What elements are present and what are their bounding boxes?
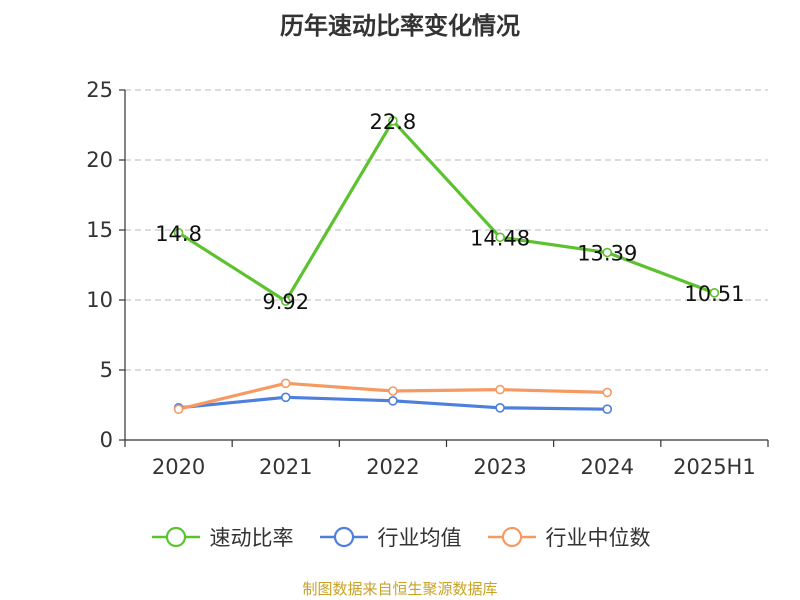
- x-tick-label: 2022: [366, 455, 419, 479]
- legend-item[interactable]: 速动比率: [150, 522, 294, 552]
- x-tick-label: 2020: [152, 455, 205, 479]
- legend-line-marker-icon: [319, 526, 368, 548]
- y-tick-label: 5: [100, 358, 113, 382]
- data-point: [280, 296, 291, 306]
- data-point: [173, 228, 184, 238]
- series-line-0: [177, 119, 715, 303]
- x-tick-label: 2021: [259, 455, 312, 479]
- y-tick-label: 25: [86, 78, 113, 102]
- data-point: [495, 232, 505, 243]
- data-point: [602, 387, 613, 398]
- x-tick-label: 2023: [473, 455, 526, 479]
- legend-label: 行业均值: [377, 526, 462, 550]
- data-point: [495, 384, 505, 395]
- legend-line-marker-icon: [151, 526, 200, 548]
- x-tick-label: 2025H1: [673, 455, 756, 479]
- data-label: 13.39: [577, 242, 637, 266]
- legend-item[interactable]: 行业中位数: [486, 522, 651, 552]
- legend-marker: [165, 526, 186, 548]
- legend: 速动比率 行业均值 行业中位数: [0, 520, 800, 554]
- legend-label: 行业中位数: [545, 526, 651, 550]
- data-point: [388, 116, 398, 126]
- data-label: 22.8: [370, 110, 417, 134]
- axes: 0 5 10 15 20 25 2020 2021 2022 2023 2024 2025H1: [86, 78, 769, 479]
- line-chart: 0 5 10 15 20 25 2020 2021 2022 2023 2024 2025H1 14.…: [86, 78, 769, 479]
- data-label: 9.92: [262, 290, 309, 314]
- data-label: 14.8: [155, 222, 202, 246]
- legend-marker: [501, 526, 522, 548]
- series-lines: [173, 116, 720, 415]
- data-label: 10.51: [684, 282, 744, 306]
- legend-marker: [333, 526, 354, 548]
- data-point: [173, 404, 184, 415]
- y-tick-label: 20: [86, 148, 113, 172]
- data-point: [280, 378, 291, 389]
- data-point: [602, 404, 613, 415]
- data-point: [602, 247, 613, 258]
- data-label: 14.48: [470, 226, 530, 250]
- y-tick-label: 10: [86, 288, 113, 312]
- y-tick-label: 15: [86, 218, 113, 242]
- data-point: [388, 386, 398, 396]
- x-tick-label: 2024: [581, 455, 634, 479]
- legend-item[interactable]: 行业均值: [318, 522, 462, 552]
- data-point: [388, 395, 398, 406]
- legend-label: 速动比率: [209, 526, 294, 550]
- data-labels: 14.8 9.92 22.8 14.48 13.39 10.51: [155, 110, 744, 314]
- source-note: 制图数据来自恒生聚源数据库: [302, 580, 498, 598]
- chart-title: 历年速动比率变化情况: [280, 12, 520, 40]
- y-tick-label: 0: [100, 428, 113, 452]
- data-point: [709, 288, 720, 298]
- data-point: [495, 402, 505, 413]
- legend-line-marker-icon: [487, 526, 536, 548]
- data-point: [280, 392, 291, 403]
- grid-lines: [125, 89, 768, 371]
